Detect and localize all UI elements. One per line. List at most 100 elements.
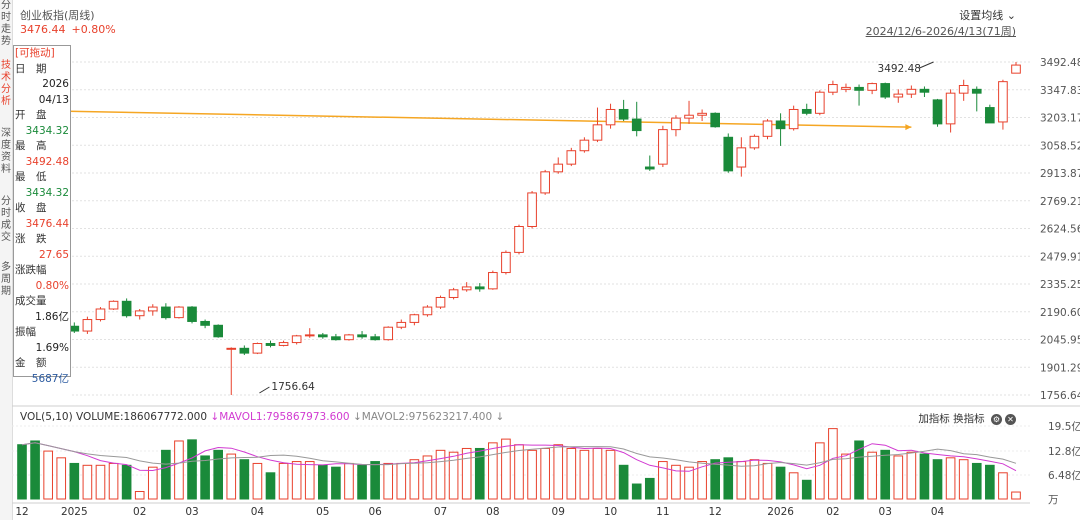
- mavol2-label: ↓MAVOL2:975623217.400 ↓: [352, 411, 505, 423]
- candle-body: [841, 86, 851, 90]
- close-icon[interactable]: ✕: [1005, 413, 1016, 425]
- candle-body: [723, 136, 734, 172]
- chart-title: 创业板指(周线): [20, 9, 95, 22]
- volume-bar: [461, 447, 472, 500]
- volume-bar: [121, 464, 132, 500]
- info-label: 开 盘: [15, 109, 47, 121]
- volume-bar: [226, 453, 237, 500]
- info-value: 3434.32: [25, 124, 69, 137]
- candle-body: [213, 324, 224, 338]
- volume-bar: [344, 462, 354, 500]
- mavol1-line: [21, 442, 1017, 472]
- settings-icon[interactable]: ⚙: [991, 413, 1002, 425]
- candle-body: [95, 308, 106, 321]
- candle-body: [200, 320, 210, 326]
- volume-bar: [893, 455, 904, 500]
- add-indicator-button[interactable]: 加指标: [918, 413, 950, 425]
- sidebar-item-4[interactable]: 多周期: [1, 262, 11, 297]
- candle-body: [448, 289, 459, 298]
- date-range[interactable]: 2024/12/6-2026/4/13(71周): [865, 25, 1016, 38]
- volume-bar: [592, 447, 603, 500]
- x-tick-label: 09: [552, 506, 565, 518]
- info-label: 振幅: [15, 326, 36, 338]
- x-tick-label: 11: [656, 506, 669, 518]
- info-box-header[interactable]: [可拖动]: [15, 47, 55, 59]
- candle-body: [762, 120, 773, 137]
- volume-bar: [82, 464, 93, 500]
- price-tick-label: 2769.21: [1040, 196, 1080, 208]
- ma-setting-button[interactable]: 设置均线 ⌄: [959, 7, 1016, 23]
- candle-body: [396, 321, 407, 328]
- candle-body: [814, 91, 825, 114]
- volume-bar: [239, 459, 250, 500]
- candle-body: [579, 139, 590, 152]
- x-tick-label: 10: [604, 506, 617, 518]
- sidebar-item-3[interactable]: 分时成交: [1, 196, 11, 243]
- candle-body: [945, 92, 956, 125]
- info-value: 3476.44: [25, 217, 69, 230]
- vol-value: VOLUME:186067772.000: [76, 411, 208, 423]
- volume-bar: [553, 444, 564, 500]
- change-percent: +0.80%: [71, 23, 116, 36]
- info-label: 日 期: [15, 62, 47, 75]
- candle-body: [527, 192, 537, 227]
- volume-bar: [867, 451, 877, 500]
- volume-bar: [331, 466, 341, 500]
- info-box[interactable]: [可拖动] 日 期 2026 04/13 开 盘 3434.32 最 高 3492.48 最 …: [13, 45, 71, 385]
- high-annotation: 3492.48: [878, 63, 921, 75]
- mavol1-label: ↓MAVOL1:795867973.600: [210, 411, 350, 423]
- price-tick-label: 3492.48: [1040, 57, 1080, 69]
- candle-body: [108, 300, 119, 310]
- info-value: 0.80%: [35, 279, 69, 292]
- volume-bar: [631, 483, 642, 500]
- candle-body: [265, 343, 276, 346]
- volume-bar: [985, 464, 995, 500]
- volume-bar: [1011, 491, 1021, 500]
- candle-body: [291, 335, 302, 344]
- candle-body: [671, 117, 681, 131]
- candle-body: [906, 88, 917, 95]
- price-tick-label: 2190.60: [1040, 307, 1080, 319]
- sidebar-item-1[interactable]: 技术分析: [1, 60, 11, 107]
- volume-bar: [422, 455, 433, 500]
- volume-bar: [161, 449, 171, 500]
- candle-body: [540, 171, 550, 194]
- volume-bar: [697, 461, 707, 500]
- candle-body: [775, 120, 786, 130]
- sidebar-item-2[interactable]: 深度资料: [1, 128, 11, 175]
- candle-body: [749, 135, 760, 149]
- info-label: 涨跌幅: [15, 264, 47, 276]
- mavol2-line: [21, 442, 1017, 467]
- info-value: 27.65: [38, 248, 69, 261]
- candle-body: [998, 81, 1008, 123]
- vol-label: VOL(5,10): [20, 411, 73, 423]
- volume-bar: [958, 459, 969, 500]
- candle-body: [161, 306, 171, 319]
- annotation-pointer: [919, 61, 934, 69]
- volume-bar: [618, 464, 629, 500]
- volume-bar: [174, 440, 184, 500]
- volume-bar: [514, 444, 524, 500]
- sidebar-item-0[interactable]: 分时走势: [1, 0, 11, 47]
- volume-bar: [435, 449, 446, 500]
- price-tick-label: 1756.64: [1040, 390, 1080, 402]
- candle-body: [788, 108, 799, 130]
- info-label: 最 高: [15, 140, 47, 152]
- volume-bar: [501, 438, 511, 500]
- volume-bar: [200, 455, 210, 500]
- current-price: 3476.44: [20, 23, 66, 36]
- candle-body: [383, 326, 394, 341]
- volume-bar: [710, 459, 721, 500]
- candle-body: [710, 112, 721, 128]
- candle-body: [121, 300, 132, 317]
- info-value: 2026: [42, 78, 69, 90]
- candle-body: [553, 163, 564, 173]
- candle-body: [501, 251, 511, 274]
- candle-body: [461, 286, 472, 291]
- x-tick-label: 2025: [61, 506, 88, 518]
- switch-indicator-button[interactable]: 换指标: [953, 413, 985, 425]
- price-tick-label: 2479.91: [1040, 251, 1080, 263]
- info-label: 收 盘: [15, 202, 47, 214]
- volume-tick-label: 19.5亿: [1048, 420, 1080, 433]
